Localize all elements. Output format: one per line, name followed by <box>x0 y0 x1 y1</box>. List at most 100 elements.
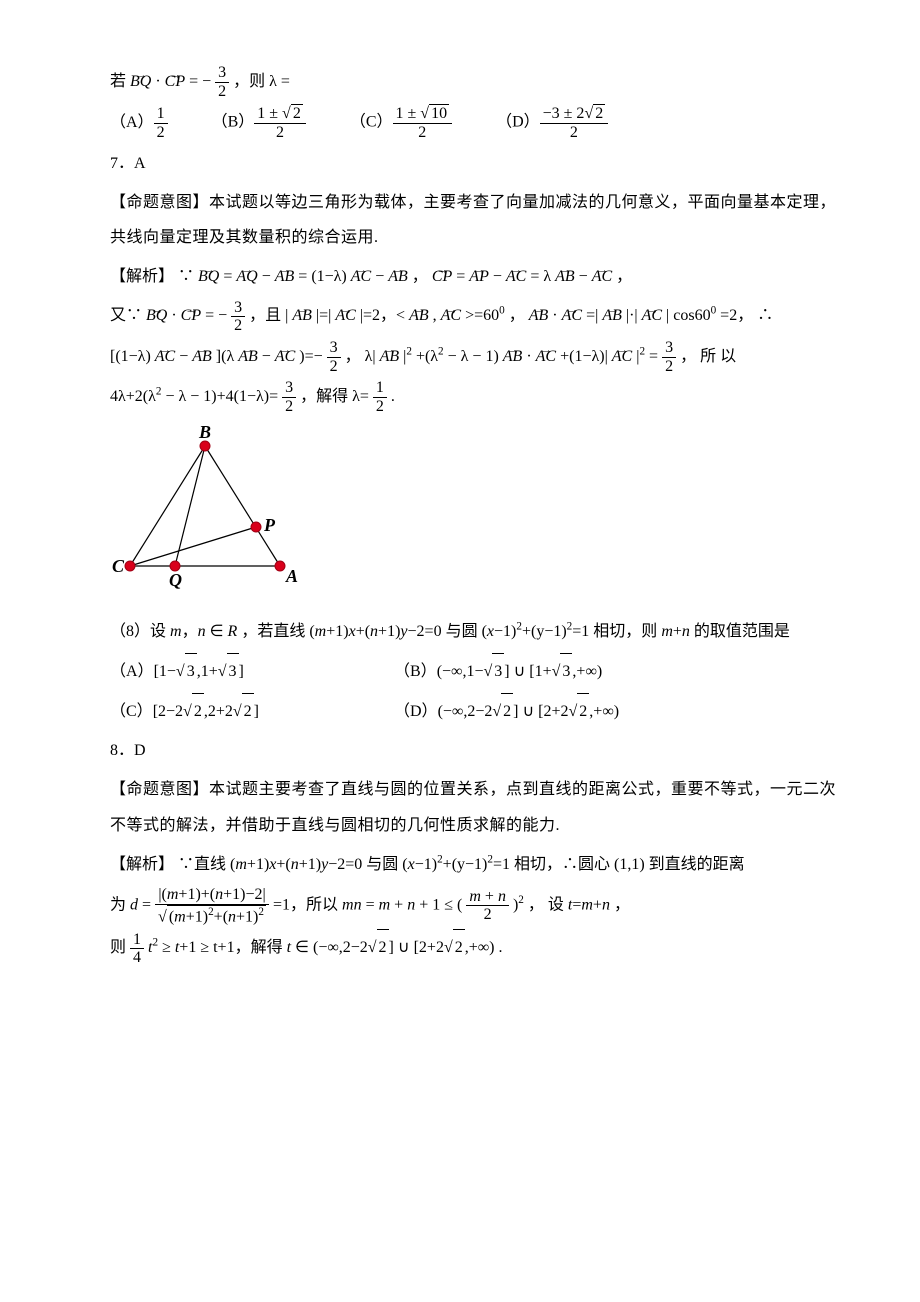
choice-D: （D）−3 ± 2√22 <box>496 104 608 141</box>
svg-text:Q: Q <box>169 570 182 590</box>
t: 的取值范围是 <box>694 623 790 640</box>
q7-sol-1: 【解析】 ∵ →BQ = →AQ − →AB = (1−λ) →AC − →AB… <box>110 259 840 294</box>
t: |=2，< <box>360 307 405 324</box>
sup: 2 <box>156 386 162 398</box>
t: − <box>262 348 275 365</box>
vec: →CP <box>181 298 201 333</box>
vec-BQ: →BQ <box>130 64 151 99</box>
vec: →AC <box>351 259 371 294</box>
vec: →AB <box>555 259 575 294</box>
vec: →AC <box>642 298 662 333</box>
t: t <box>568 896 572 913</box>
t: 又∵ <box>110 307 146 324</box>
eq: = <box>138 896 151 913</box>
t: R <box>228 623 238 640</box>
t: =2， ∴ <box>720 307 773 324</box>
vec: →AB <box>238 339 258 374</box>
svg-text:A: A <box>285 566 298 586</box>
t: 与圆 <box>366 856 402 873</box>
q7-sol-4: 4λ+2(λ2 − λ − 1)+4(1−λ)= 32 ，解得 λ= 12 . <box>110 379 840 415</box>
vec: →AP <box>469 259 489 294</box>
label: 【解析】 <box>110 856 174 873</box>
q8-sol-1: 【解析】 ∵直线 (m+1)x+(n+1)y−2=0 与圆 (x−1)2+(y−… <box>110 847 840 882</box>
t: +(1−λ)| <box>560 348 608 365</box>
frac: 32 <box>662 339 676 375</box>
t: = <box>649 348 658 365</box>
q7-sol-3: [(1−λ) →AC − →AB ](λ →AB − →AC )=− 32 ， … <box>110 339 840 375</box>
q7-answer: 7．A <box>110 146 840 181</box>
frac: 32 <box>231 299 245 335</box>
t: ， <box>509 307 529 324</box>
vec: →BQ <box>146 298 167 333</box>
vec: →AB <box>388 259 408 294</box>
t: − <box>179 348 192 365</box>
t: 相切，则 <box>593 623 661 640</box>
frac: 32 <box>327 339 341 375</box>
t: ， λ| <box>345 348 376 365</box>
t: m <box>661 623 673 640</box>
t: 则 <box>110 939 130 956</box>
label: 【命题意图】 <box>110 194 209 211</box>
q8-answer: 8．D <box>110 733 840 768</box>
text: ，则 λ = <box>233 73 290 90</box>
t: ， <box>412 268 428 285</box>
t: 4λ+2(λ <box>110 388 156 405</box>
t: ， <box>614 896 630 913</box>
vec: →AC <box>592 259 612 294</box>
t: [(1−λ) <box>110 348 151 365</box>
t: |=| <box>316 307 331 324</box>
q8-intent: 【命题意图】本试题主要考查了直线与圆的位置关系，点到直线的距离公式，重要不等式，… <box>110 772 840 842</box>
t: m <box>170 623 182 640</box>
t: >=60 <box>465 307 499 324</box>
q7-stem: 若 →BQ · →CP = − 32 ，则 λ = <box>110 64 840 100</box>
t: = m + n + 1 ≤ ( <box>362 896 463 913</box>
sup: 2 <box>639 345 645 357</box>
t: mn <box>342 896 362 913</box>
label: 【命题意图】 <box>110 781 209 798</box>
t: ，解得 λ= <box>300 388 369 405</box>
eq: (m+1)x+(n+1)y−2=0 <box>309 623 441 640</box>
q7-choices: （A）12 （B）1 ± √22 （C）1 ± √102 （D）−3 ± 2√2… <box>110 104 840 141</box>
t: − <box>375 268 388 285</box>
t: = λ <box>530 268 551 285</box>
sup: 2 <box>406 345 412 357</box>
t: − <box>262 268 275 285</box>
t: ，若直线 <box>241 623 309 640</box>
t: ∈ (−∞,2−2√2] ∪ [2+2√2,+∞) . <box>295 939 502 956</box>
vec: →AB <box>192 339 212 374</box>
dot: · <box>171 307 180 324</box>
t: = <box>456 268 465 285</box>
q8-choices-row1: （A）[1−√3,1+√3] （B）(−∞,1−√3] ∪ [1+√3,+∞) <box>110 653 840 689</box>
vec: →AC <box>335 298 355 333</box>
text: 本试题以等边三角形为载体，主要考查了向量加减法的几何意义，平面向量基本定理，共线… <box>110 194 836 246</box>
t: |·| <box>626 307 638 324</box>
t: = (1−λ) <box>298 268 346 285</box>
t: 与圆 <box>446 623 482 640</box>
q8-stem: （8）设 m，n ∈ R ，若直线 (m+1)x+(n+1)y−2=0 与圆 (… <box>110 614 840 649</box>
choice-D: （D）(−∞,2−2√2] ∪ [2+2√2,+∞) <box>394 703 619 720</box>
t: )=− <box>299 348 322 365</box>
t: ∵直线 <box>178 856 230 873</box>
choice-B: （B）(−∞,1−√3] ∪ [1+√3,+∞) <box>394 663 602 680</box>
eq: (m+1)x+(n+1)y−2=0 <box>230 856 362 873</box>
t: − λ − 1)+4(1−λ)= <box>165 388 278 405</box>
choice-C: （C）1 ± √102 <box>350 104 452 141</box>
choice-C: （C）[2−2√2,2+2√2] <box>110 693 390 729</box>
label: 【解析】 <box>110 268 174 285</box>
t: 相切，∴圆心 (1,1) 到直线的距离 <box>514 856 745 873</box>
t: · <box>526 348 535 365</box>
t: ≥ t+1 <box>162 939 196 956</box>
vec: →AQ <box>236 259 257 294</box>
q7-sol-2: 又∵ →BQ · →CP = − 32 ，且 | →AB |=| →AC |=2… <box>110 298 840 334</box>
sup: 0 <box>711 305 717 317</box>
t: | cos60 <box>666 307 711 324</box>
t: − <box>493 268 506 285</box>
vec: →AB <box>529 298 549 333</box>
choice-A: （A）12 <box>110 105 168 141</box>
q7-intent: 【命题意图】本试题以等边三角形为载体，主要考查了向量加减法的几何意义，平面向量基… <box>110 185 840 255</box>
t: ≥ t+1，解得 <box>200 939 286 956</box>
vec: →AC <box>612 339 632 374</box>
q8-sol-2: 为 d = |(m+1)+(n+1)−2| √(m+1)2+(n+1)2 =1，… <box>110 886 840 926</box>
frac: m + n2 <box>466 888 509 924</box>
vec: →AC <box>155 339 175 374</box>
